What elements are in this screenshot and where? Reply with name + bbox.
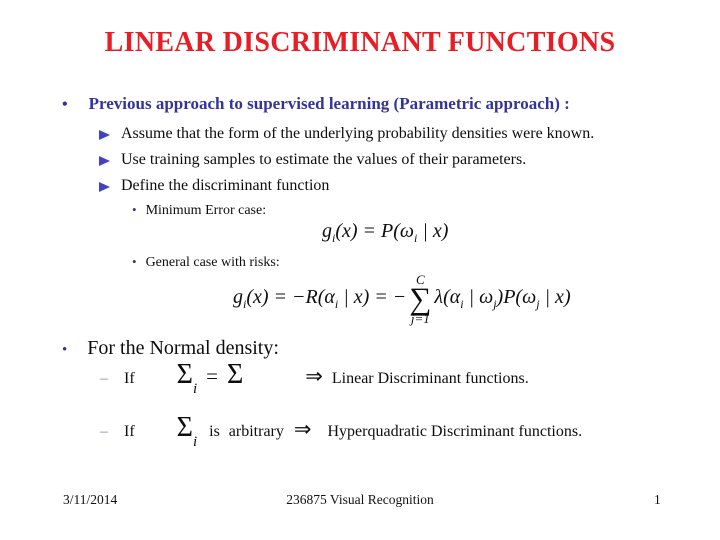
subscript: i [460,297,464,311]
normal-density-label: For the Normal density: [87,337,279,359]
bullet-normal-density: • For the Normal density: [62,337,279,360]
subscript: i [243,297,247,311]
bullet-previous-approach: • Previous approach to supervised learni… [62,94,570,114]
formula-left-part: gi(x) = −R(αi | x) = − [233,286,406,312]
formula-term: | x) [417,220,449,242]
arrow-item-training: Use training samples to estimate the val… [99,151,526,169]
min-error-label: Minimum Error case: [145,203,267,218]
sigma-sum-icon: ∑ [409,280,432,316]
omega-symbol: ω [399,220,415,242]
slide-title: LINEAR DISCRIMINANT FUNCTIONS [104,27,616,58]
formula-right-part: λ(αi | ωj)P(ωj | x) [434,286,570,312]
subscript: i [332,231,336,245]
case-result: Hyperquadratic Discriminant functions. [327,423,583,440]
arrow-item-text: Use training samples to estimate the val… [121,151,527,168]
sum-upper-limit: C [416,271,425,287]
sigma-symbol: Σ [176,359,193,390]
implies-arrow-icon: ⇒ [305,364,323,388]
bullet-dot-icon: • [132,254,137,269]
formula-term: (x) = −R( [246,286,325,308]
formula-term: g [233,286,243,308]
case-linear: – If Σi = Σ ⇒ Linear Discriminant functi… [100,359,529,398]
arrowhead-bullet-icon [99,182,110,192]
subscript: j [536,297,540,311]
min-error-bullet: • Minimum Error case: [132,202,266,219]
formula-min-error: gi(x) = P(ωi | x) [322,220,448,246]
bullet1-text: Previous approach to supervised learning… [88,94,570,113]
sigma-i-symbol: Σi [177,412,197,451]
general-case-bullet: • General case with risks: [132,254,280,271]
subscript: i [414,231,418,245]
sigma-subscript: i [192,434,198,450]
case-hyperquadratic: – If Σi is arbitrary ⇒ Hyperquadratic Di… [100,412,582,451]
bullet-dot-icon: • [62,342,68,358]
dash-bullet-icon: – [100,370,108,387]
lambda-term: λ( [434,286,450,308]
summation-symbol: C ∑ j=1 [409,273,431,325]
footer-date: 3/11/2014 [63,492,118,507]
implies-arrow-icon: ⇒ [293,417,312,441]
arrow-item-text: Define the discriminant function [121,177,330,194]
arrow-item-text: Assume that the form of the underlying p… [121,125,595,142]
arrowhead-bullet-icon [99,156,110,166]
formula-term: g [322,220,332,242]
sum-lower-limit: j=1 [410,311,430,327]
omega-symbol: ω [479,286,494,308]
equals-sign: = [206,364,218,388]
bullet-dot-icon: • [62,96,68,113]
case-result: Linear Discriminant functions. [331,370,529,387]
if-label: If [124,423,135,440]
sigma-i-symbol: Σi [177,359,197,398]
general-case-label: General case with risks: [145,255,280,270]
formula-term: )P( [496,286,523,308]
sigma-symbol: Σ [176,412,193,443]
arrow-item-define: Define the discriminant function [99,177,329,195]
formula-risk: gi(x) = −R(αi | x) = − C ∑ j=1 λ(αi | ωj… [233,268,571,330]
sigma-symbol: Σ [226,359,244,390]
footer-page-number: 1 [654,492,661,507]
formula-term: | x) [539,286,571,308]
subscript: j [493,297,497,311]
alpha-symbol: α [324,286,335,308]
arbitrary-label: is arbitrary [209,423,284,440]
sigma-subscript: i [192,381,198,397]
omega-symbol: ω [522,286,537,308]
bullet-dot-icon: • [132,202,137,217]
footer-course-title: 236875 Visual Recognition [286,492,434,507]
formula-term: | [463,286,480,308]
if-label: If [124,370,135,387]
arrowhead-bullet-icon [99,130,110,140]
dash-bullet-icon: – [100,423,108,440]
arrow-item-assume: Assume that the form of the underlying p… [99,125,594,143]
formula-term: (x) = P( [335,220,400,242]
subscript: i [334,297,339,311]
alpha-symbol: α [449,286,461,308]
formula-term: | x) = − [338,286,407,308]
